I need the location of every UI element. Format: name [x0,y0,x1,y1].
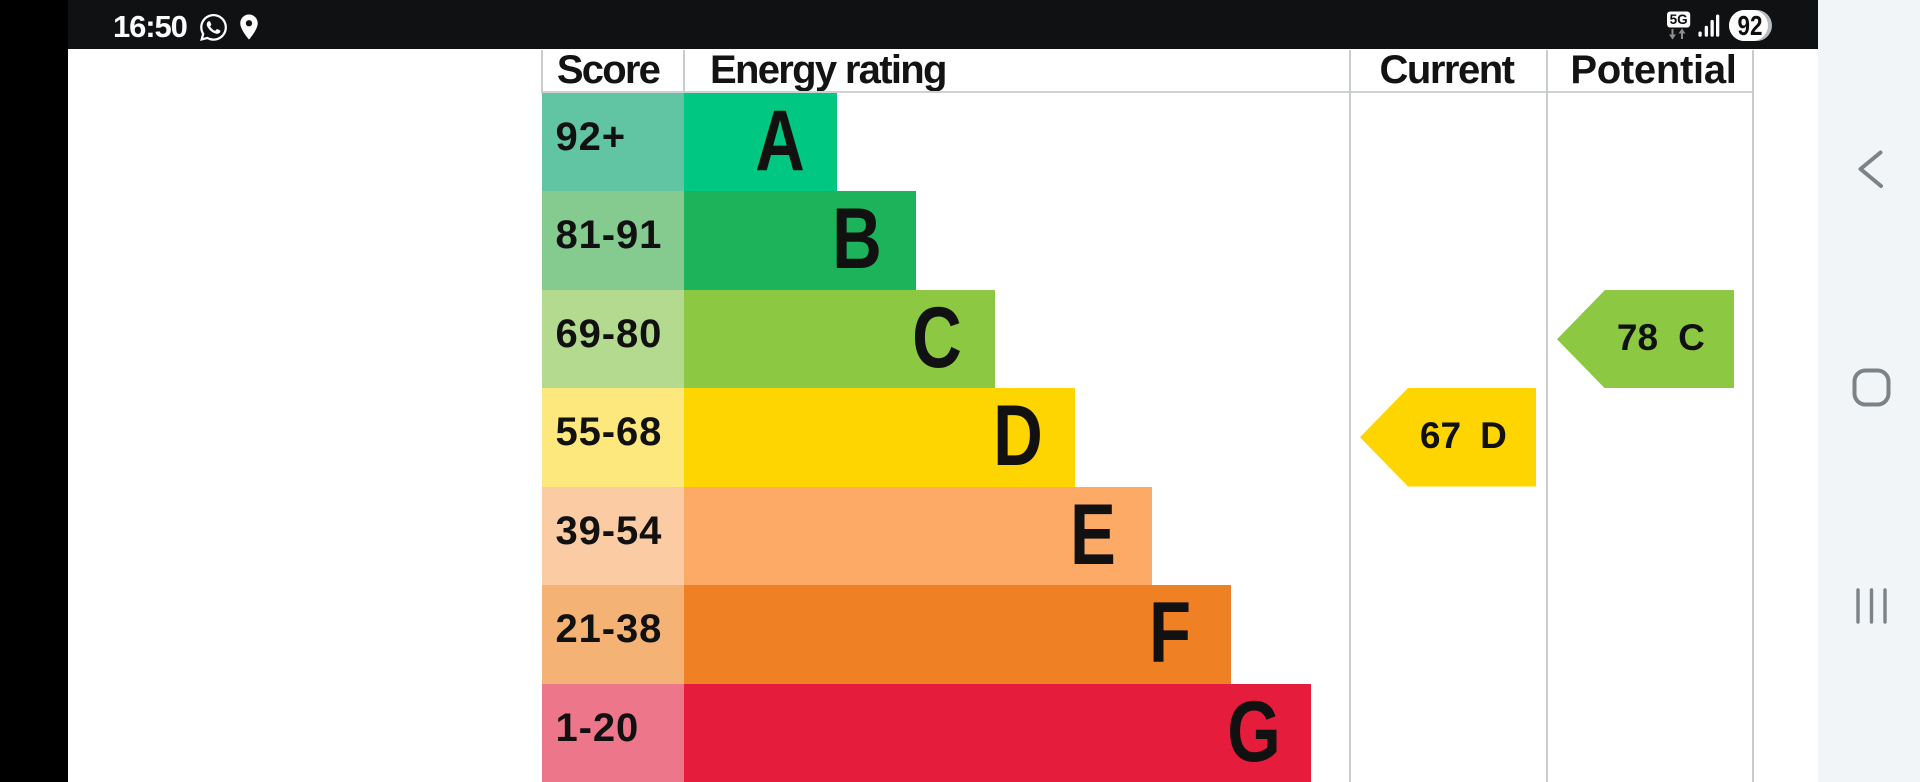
svg-text:D: D [1480,415,1507,456]
svg-text:5G: 5G [1670,12,1688,27]
svg-text:78: 78 [1616,317,1657,358]
svg-text:67: 67 [1420,415,1461,456]
svg-text:C: C [1678,317,1705,358]
